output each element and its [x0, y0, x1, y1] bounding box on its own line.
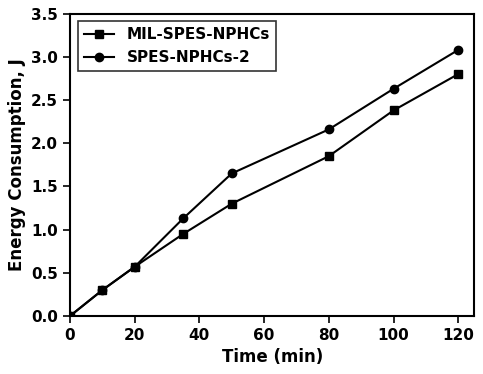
MIL-SPES-NPHCs	[391, 108, 397, 113]
MIL-SPES-NPHCs	[180, 232, 186, 236]
MIL-SPES-NPHCs	[326, 154, 332, 159]
SPES-NPHCs-2	[67, 314, 73, 318]
SPES-NPHCs-2	[99, 288, 105, 292]
MIL-SPES-NPHCs	[67, 314, 73, 318]
MIL-SPES-NPHCs	[99, 288, 105, 292]
X-axis label: Time (min): Time (min)	[222, 348, 323, 367]
Line: MIL-SPES-NPHCs: MIL-SPES-NPHCs	[66, 70, 462, 320]
Line: SPES-NPHCs-2: SPES-NPHCs-2	[66, 46, 462, 320]
SPES-NPHCs-2	[391, 86, 397, 91]
MIL-SPES-NPHCs	[229, 202, 235, 206]
Y-axis label: Energy Consumption, J: Energy Consumption, J	[8, 58, 26, 271]
SPES-NPHCs-2	[229, 171, 235, 176]
SPES-NPHCs-2	[180, 216, 186, 221]
SPES-NPHCs-2	[132, 264, 138, 269]
Legend: MIL-SPES-NPHCs, SPES-NPHCs-2: MIL-SPES-NPHCs, SPES-NPHCs-2	[78, 21, 276, 71]
SPES-NPHCs-2	[455, 47, 461, 52]
SPES-NPHCs-2	[326, 127, 332, 132]
MIL-SPES-NPHCs	[132, 264, 138, 269]
MIL-SPES-NPHCs	[455, 72, 461, 76]
